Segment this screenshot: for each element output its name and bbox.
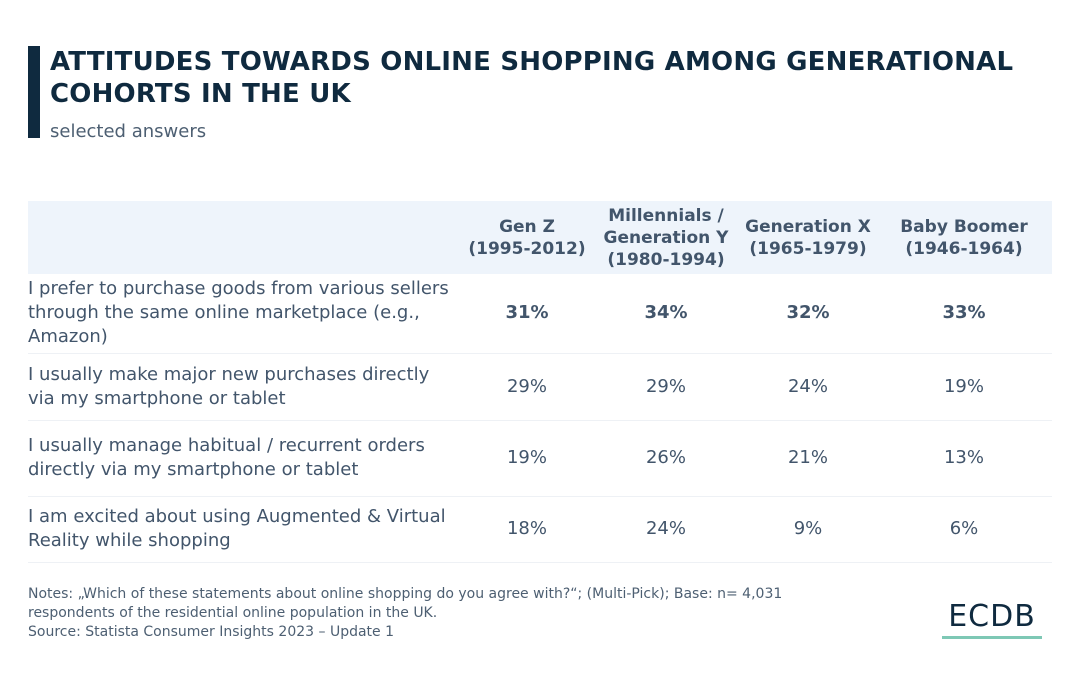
column-header-line: (1995-2012) xyxy=(468,238,586,259)
column-header-line: Generation Y xyxy=(603,227,729,248)
table-row: I am excited about using Augmented & Vir… xyxy=(28,496,1052,563)
cell-value: 31% xyxy=(462,274,592,354)
table-header: Gen Z (1995-2012) Millennials / Generati… xyxy=(28,201,1052,274)
column-header-line: Millennials / xyxy=(608,205,724,226)
cell-value: 9% xyxy=(740,496,876,563)
data-table: Gen Z (1995-2012) Millennials / Generati… xyxy=(28,201,1052,563)
notes-line: respondents of the residential online po… xyxy=(28,605,438,621)
column-header-generation-x: Generation X (1965-1979) xyxy=(740,201,876,274)
logo-underline xyxy=(942,636,1042,639)
cell-value: 29% xyxy=(592,353,740,421)
cell-value: 26% xyxy=(592,420,740,497)
cell-value: 34% xyxy=(592,274,740,354)
footnotes: Notes: „Which of these statements about … xyxy=(28,585,868,642)
column-header-line: (1965-1979) xyxy=(749,238,867,259)
cell-value: 29% xyxy=(462,353,592,421)
column-header-line: (1946-1964) xyxy=(905,238,1023,259)
row-statement: I am excited about using Augmented & Vir… xyxy=(28,496,462,563)
cell-value: 24% xyxy=(592,496,740,563)
table-body: I prefer to purchase goods from various … xyxy=(28,274,1052,563)
title-accent-bar xyxy=(28,46,40,138)
cell-value: 19% xyxy=(462,420,592,497)
header-corner xyxy=(28,201,462,274)
ecdb-logo: ECDB xyxy=(940,600,1044,644)
column-header-line: Baby Boomer xyxy=(900,216,1028,237)
cell-value: 18% xyxy=(462,496,592,563)
source-line: Source: Statista Consumer Insights 2023 … xyxy=(28,624,395,640)
column-header-line: Generation X xyxy=(745,216,871,237)
column-header-baby-boomer: Baby Boomer (1946-1964) xyxy=(876,201,1052,274)
cell-value: 33% xyxy=(876,274,1052,354)
table-row: I usually make major new purchases direc… xyxy=(28,353,1052,421)
table-row: I usually manage habitual / recurrent or… xyxy=(28,420,1052,497)
column-header-line: Gen Z xyxy=(499,216,555,237)
cell-value: 19% xyxy=(876,353,1052,421)
column-header-line: (1980-1994) xyxy=(607,249,725,270)
logo-text: ECDB xyxy=(948,599,1036,634)
column-header-millennials: Millennials / Generation Y (1980-1994) xyxy=(592,201,740,274)
notes-line: Notes: „Which of these statements about … xyxy=(28,586,783,602)
cell-value: 24% xyxy=(740,353,876,421)
column-header-gen-z: Gen Z (1995-2012) xyxy=(462,201,592,274)
chart-title: ATTITUDES TOWARDS ONLINE SHOPPING AMONG … xyxy=(50,47,1014,109)
row-statement: I usually make major new purchases direc… xyxy=(28,353,462,421)
cell-value: 32% xyxy=(740,274,876,354)
header-row: Gen Z (1995-2012) Millennials / Generati… xyxy=(28,201,1052,274)
cell-value: 21% xyxy=(740,420,876,497)
table-row: I prefer to purchase goods from various … xyxy=(28,274,1052,354)
cell-value: 6% xyxy=(876,496,1052,563)
cell-value: 13% xyxy=(876,420,1052,497)
row-statement: I usually manage habitual / recurrent or… xyxy=(28,420,462,497)
chart-subtitle: selected answers xyxy=(50,121,207,142)
row-statement: I prefer to purchase goods from various … xyxy=(28,274,462,354)
